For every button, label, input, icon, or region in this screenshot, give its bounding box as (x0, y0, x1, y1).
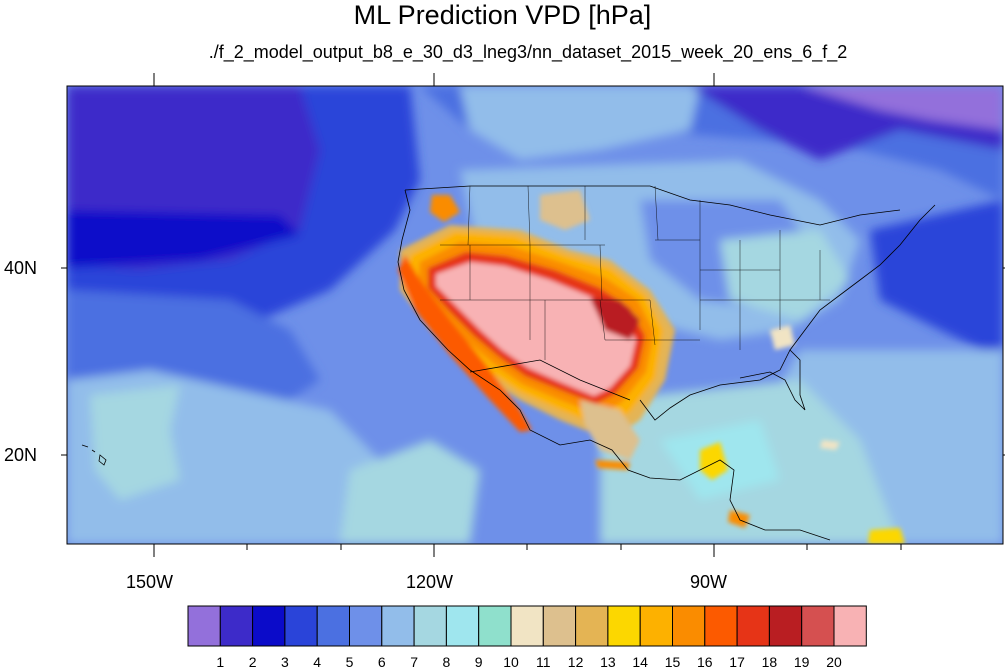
vpd-field (67, 86, 1003, 544)
chart-title: ML Prediction VPD [hPa] (353, 0, 652, 30)
axis-ticks (61, 73, 1005, 557)
colorbar-swatch (736, 605, 770, 647)
colorbar-swatch (413, 605, 447, 647)
colorbar-label: 4 (313, 654, 322, 670)
colorbar-label: 2 (248, 654, 257, 670)
colorbar-label: 17 (729, 654, 745, 670)
colorbar-label: 7 (410, 654, 418, 670)
colorbar-swatch (187, 605, 221, 647)
colorbar-label: 16 (697, 654, 713, 670)
colorbar-label: 12 (567, 654, 584, 670)
colorbar-label: 11 (536, 654, 551, 670)
colorbar-swatch (575, 605, 609, 647)
colorbar-swatch (801, 605, 835, 647)
colorbar-label: 9 (474, 654, 483, 670)
colorbar-swatch (478, 605, 512, 647)
colorbar-swatch (607, 605, 641, 647)
y-label-20n: 20N (4, 445, 38, 465)
colorbar-swatch (284, 605, 318, 647)
colorbar-swatch (639, 605, 674, 647)
x-label-150w: 150W (126, 572, 174, 592)
colorbar-label: 19 (793, 654, 810, 670)
colorbar-swatch (510, 605, 544, 647)
colorbar-label: 8 (442, 654, 451, 670)
colorbar-swatch (768, 605, 803, 647)
colorbar-swatch (833, 605, 867, 647)
colorbar-label: 20 (826, 654, 842, 670)
colorbar-label: 6 (377, 654, 386, 670)
colorbar-label: 3 (280, 654, 289, 670)
colorbar-label: 5 (345, 654, 354, 670)
y-label-40n: 40N (4, 258, 38, 278)
x-label-120w: 120W (406, 572, 454, 592)
colorbar-swatch (542, 605, 577, 647)
colorbar-label: 14 (632, 654, 648, 670)
colorbar-swatch (704, 605, 738, 647)
colorbar-label: 1 (216, 654, 225, 670)
chart-subtitle: ./f_2_model_output_b8_e_30_d3_lneg3/nn_d… (208, 42, 848, 62)
colorbar-label: 18 (761, 654, 778, 670)
colorbar-label: 13 (600, 654, 616, 670)
colorbar (187, 605, 867, 647)
colorbar-label: 15 (664, 654, 681, 670)
x-label-90w: 90W (690, 572, 728, 592)
colorbar-swatch (252, 605, 286, 647)
colorbar-swatch (381, 605, 415, 647)
colorbar-swatch (219, 605, 254, 647)
map-frame (66, 85, 1004, 545)
colorbar-swatch (316, 605, 351, 647)
colorbar-label: 10 (503, 654, 519, 670)
colorbar-swatch (349, 605, 383, 647)
colorbar-swatch (445, 605, 480, 647)
colorbar-swatch (672, 605, 706, 647)
